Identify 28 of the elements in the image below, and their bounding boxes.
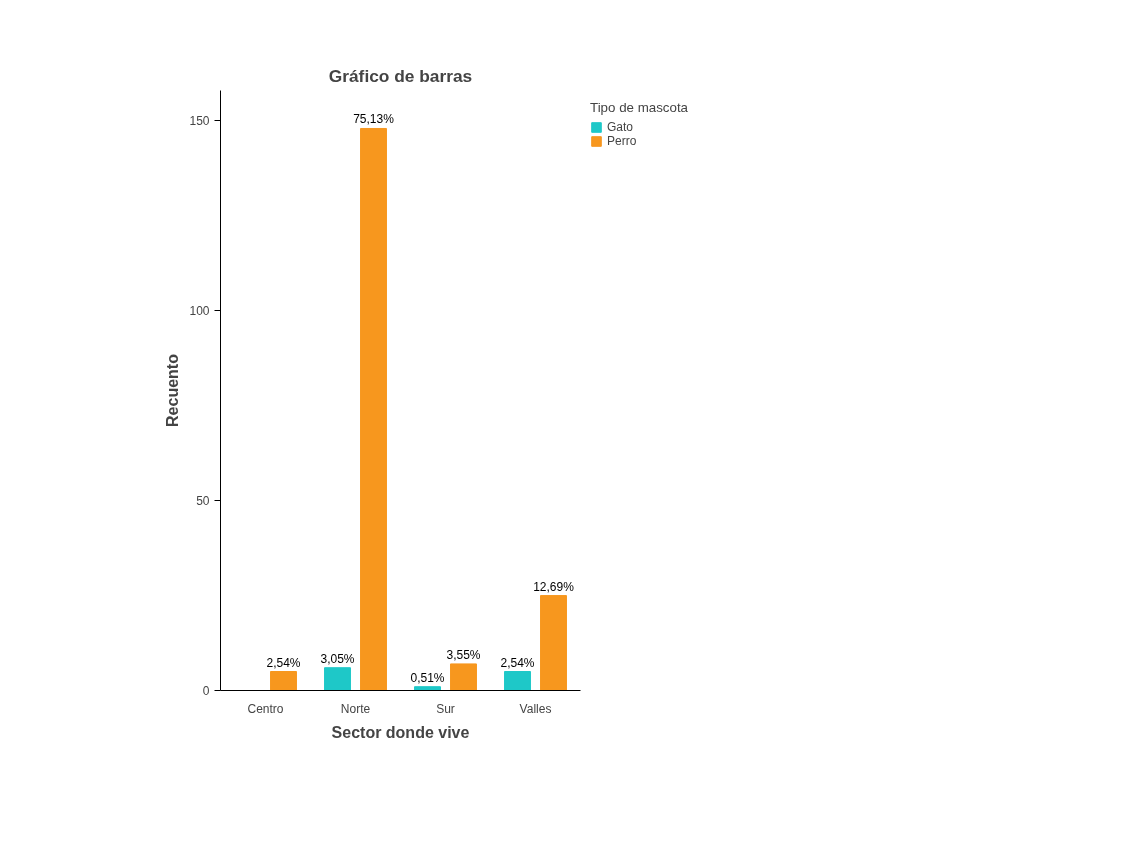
annotation: 2,54% [500, 655, 535, 670]
bar [504, 671, 531, 691]
y-tick-label: 50 [196, 494, 210, 509]
annotation: 75,13% [353, 112, 395, 127]
annotation: 12,69% [533, 579, 575, 594]
bar [450, 663, 477, 691]
bar [270, 671, 297, 691]
legend-label: Perro [607, 134, 637, 148]
legend-title: Tipo de mascota [590, 100, 689, 115]
bar [540, 595, 567, 691]
x-axis-title: Sector donde vive [331, 723, 470, 741]
x-tick-label: Norte [340, 701, 371, 716]
annotation: 3,55% [446, 647, 481, 662]
y-axis-title: Recuento [164, 353, 182, 427]
annotation: 0,51% [410, 670, 445, 685]
y-tick-label: 0 [202, 684, 210, 698]
x-tick-label: Sur [436, 701, 455, 716]
legend-label: Gato [607, 120, 634, 134]
x-tick-label: Valles [519, 701, 552, 716]
bar [414, 686, 441, 691]
y-tick-label: 150 [189, 114, 210, 129]
chart-title: Gráfico de barras [328, 65, 473, 86]
x-tick-label: Centro [247, 701, 284, 716]
annotation: 3,05% [320, 651, 355, 666]
bar [360, 127, 387, 691]
annotation: 2,54% [266, 655, 301, 670]
bar [324, 667, 351, 691]
y-tick-label: 100 [189, 304, 210, 319]
